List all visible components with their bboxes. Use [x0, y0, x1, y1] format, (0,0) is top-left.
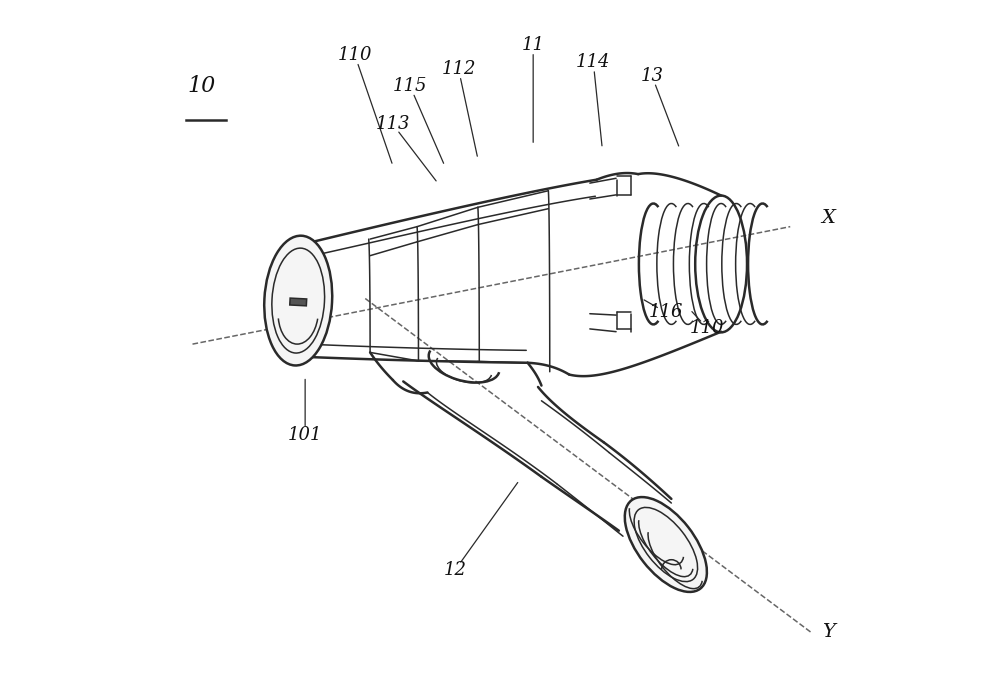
Ellipse shape	[625, 497, 707, 592]
Text: 112: 112	[441, 60, 476, 78]
Text: 110: 110	[338, 46, 372, 64]
Text: 114: 114	[576, 53, 611, 71]
Text: X: X	[821, 209, 835, 227]
Text: 10: 10	[188, 75, 216, 97]
Text: Y: Y	[822, 623, 835, 641]
Ellipse shape	[272, 248, 325, 353]
Text: 12: 12	[444, 561, 467, 579]
Text: 101: 101	[288, 426, 322, 444]
Text: 113: 113	[376, 115, 410, 133]
Ellipse shape	[264, 236, 332, 366]
Text: 11: 11	[522, 36, 545, 54]
Text: 115: 115	[393, 77, 427, 95]
Bar	[290, 298, 307, 306]
Text: 116: 116	[649, 303, 683, 321]
Ellipse shape	[634, 507, 698, 582]
Text: 110: 110	[690, 319, 725, 337]
Text: 13: 13	[641, 67, 664, 85]
